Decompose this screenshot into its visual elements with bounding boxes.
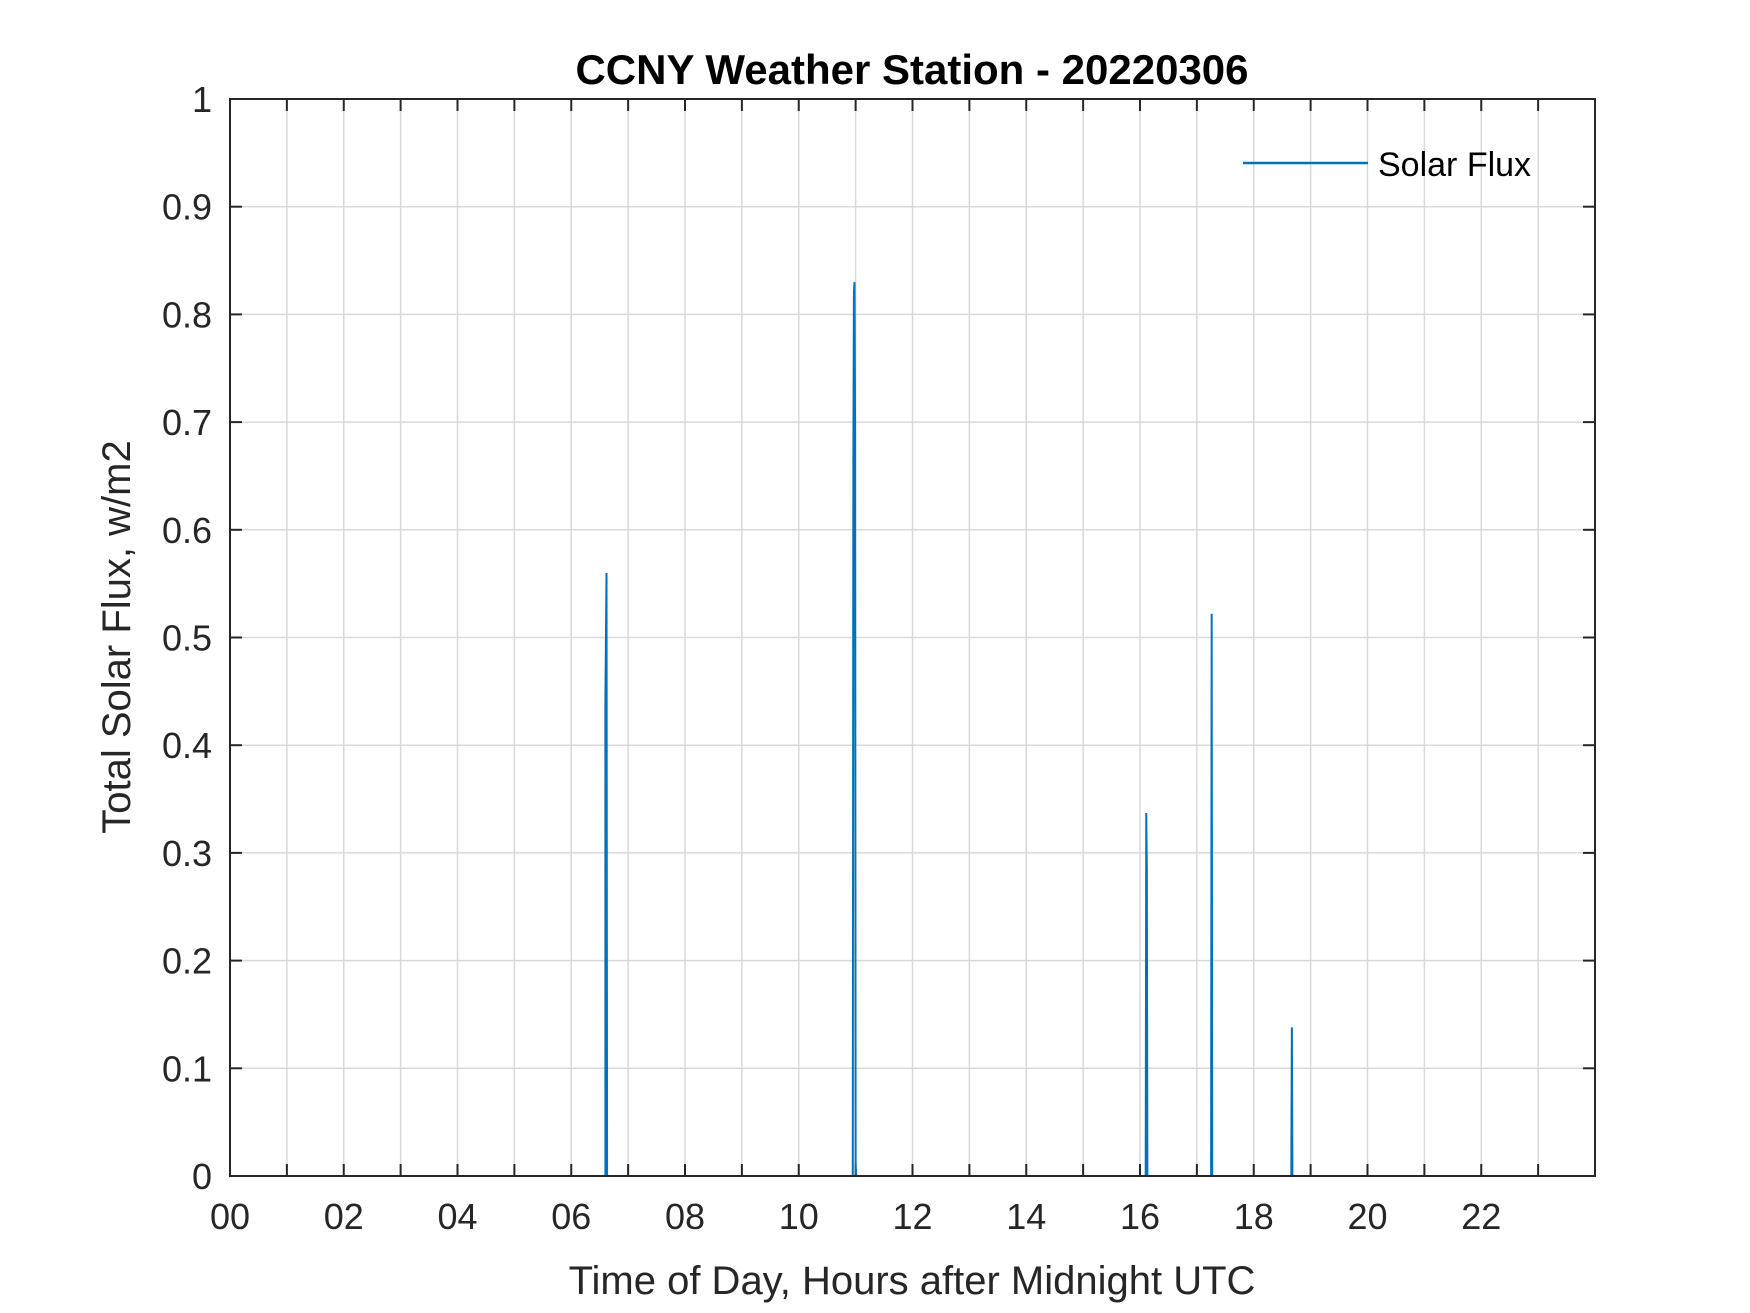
x-tick-label: 20 <box>1347 1196 1387 1237</box>
x-tick-label: 12 <box>892 1196 932 1237</box>
y-tick-label: 0.9 <box>162 187 212 228</box>
plot-frame <box>229 98 1596 1177</box>
x-tick-label: 14 <box>1006 1196 1046 1237</box>
x-tick-label: 16 <box>1120 1196 1160 1237</box>
x-tick-label: 02 <box>324 1196 364 1237</box>
y-tick-label: 0.6 <box>162 510 212 551</box>
y-tick-label: 0.2 <box>162 941 212 982</box>
legend-label: Solar Flux <box>1378 146 1531 184</box>
y-tick-labels: 0 0.1 0.2 0.3 0.4 0.5 0.6 0.7 0.8 0.9 1 <box>162 79 212 1197</box>
y-tick-label: 0.4 <box>162 725 212 766</box>
y-tick-label: 0.8 <box>162 294 212 335</box>
x-tick-label: 18 <box>1234 1196 1274 1237</box>
x-axis-label: Time of Day, Hours after Midnight UTC <box>569 1259 1256 1303</box>
grid-lines <box>230 99 1595 1176</box>
x-tick-label: 22 <box>1461 1196 1501 1237</box>
x-tick-label: 08 <box>665 1196 705 1237</box>
x-tick-label: 06 <box>551 1196 591 1237</box>
x-tick-labels: 00 02 04 06 08 10 12 14 16 18 20 22 <box>210 1196 1501 1237</box>
legend: Solar Flux <box>1243 146 1531 184</box>
y-tick-label: 0.3 <box>162 833 212 874</box>
chart-title: CCNY Weather Station - 20220306 <box>575 46 1248 93</box>
y-tick-label: 0 <box>192 1156 212 1197</box>
x-tick-label: 04 <box>437 1196 477 1237</box>
y-axis-label: Total Solar Flux, w/m2 <box>95 440 139 833</box>
y-tick-label: 0.1 <box>162 1048 212 1089</box>
y-tick-label: 0.5 <box>162 618 212 659</box>
x-tick-label: 10 <box>779 1196 819 1237</box>
y-tick-label: 1 <box>192 79 212 120</box>
x-tick-label: 00 <box>210 1196 250 1237</box>
y-tick-label: 0.7 <box>162 402 212 443</box>
